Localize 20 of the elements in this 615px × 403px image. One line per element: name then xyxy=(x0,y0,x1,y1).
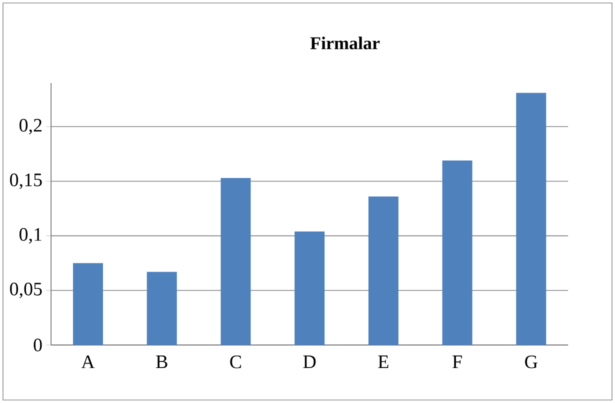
chart-title: Firmalar xyxy=(310,36,380,50)
x-tick-label: B xyxy=(156,356,168,368)
y-tick-label: 0,05 xyxy=(10,282,42,298)
y-tick-label: 0 xyxy=(34,338,42,352)
bar xyxy=(294,231,325,345)
x-tick-label: A xyxy=(81,356,95,368)
bar xyxy=(516,92,546,345)
x-tick-label: C xyxy=(230,356,242,368)
y-tick-label: 0,15 xyxy=(10,173,42,190)
x-tick-label: E xyxy=(378,356,388,368)
bar xyxy=(368,196,398,345)
bar xyxy=(442,160,472,345)
bar xyxy=(73,263,104,345)
y-tick-label: 0,2 xyxy=(20,118,42,134)
x-tick-label: D xyxy=(303,356,316,368)
x-tick-label: F xyxy=(452,356,462,368)
x-tick-label: G xyxy=(525,356,538,368)
bar xyxy=(220,178,251,345)
bar xyxy=(146,272,177,345)
y-tick-label: 0,1 xyxy=(20,228,42,244)
